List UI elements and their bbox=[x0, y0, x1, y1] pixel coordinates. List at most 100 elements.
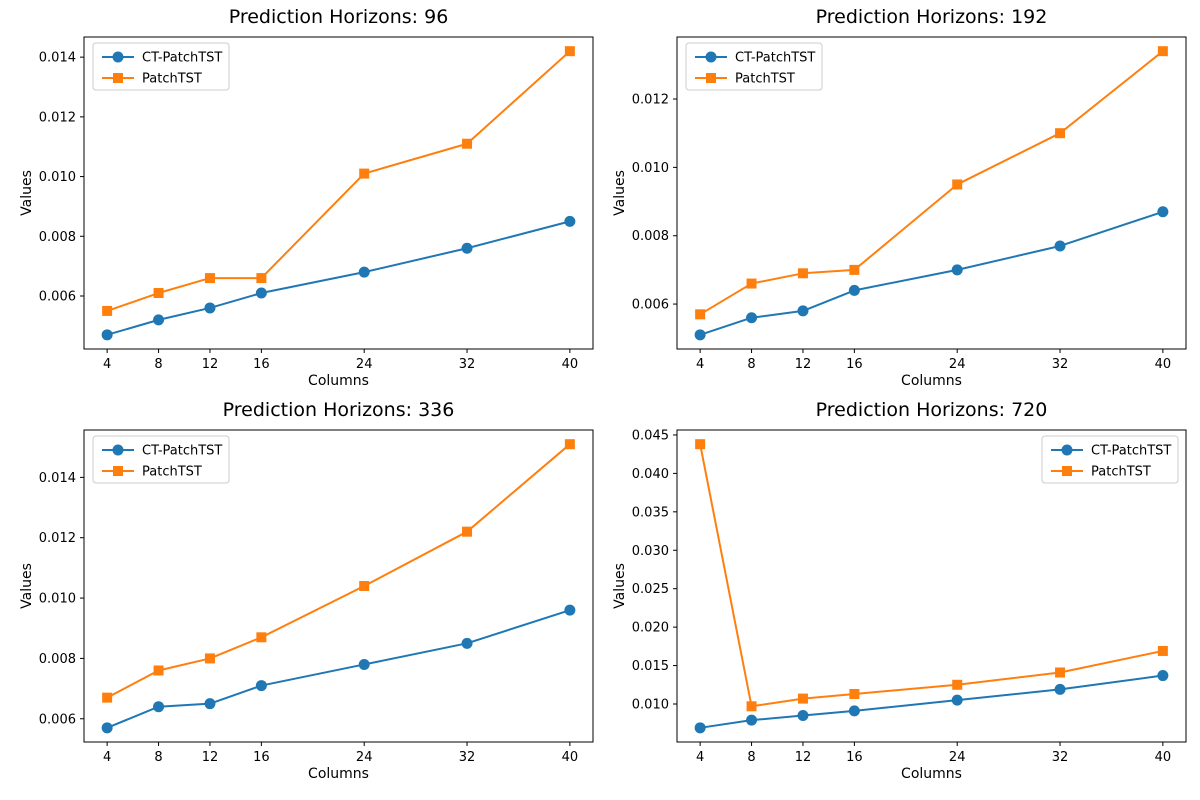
data-point-marker-ct-patchtst bbox=[101, 722, 113, 734]
y-tick-label: 0.012 bbox=[632, 93, 669, 108]
x-tick-label: 32 bbox=[459, 357, 476, 372]
data-point-marker-patchtst bbox=[849, 688, 860, 699]
x-tick-label: 24 bbox=[949, 357, 966, 372]
data-point-marker-patchtst bbox=[564, 439, 575, 450]
y-tick-label: 0.008 bbox=[632, 229, 669, 244]
x-tick-label: 40 bbox=[562, 750, 579, 765]
x-tick-label: 12 bbox=[795, 750, 812, 765]
x-tick-label: 8 bbox=[154, 750, 162, 765]
data-point-marker-ct-patchtst bbox=[461, 637, 473, 649]
x-tick-label: 4 bbox=[696, 357, 704, 372]
x-tick-label: 4 bbox=[696, 750, 704, 765]
data-point-marker-patchtst bbox=[1157, 645, 1168, 656]
x-tick-label: 8 bbox=[154, 357, 162, 372]
plot-spines bbox=[83, 36, 594, 350]
series-line-ct-patchtst bbox=[106, 220, 571, 336]
y-axis-label: Values bbox=[612, 170, 628, 216]
y-tick-label: 0.010 bbox=[39, 592, 76, 607]
y-tick-label: 0.008 bbox=[39, 652, 76, 667]
subplot-horizon-336: 0.006 0.008 0.010 0.012 0.014 4 8 12 16 24 32 40 CT-… bbox=[0, 399, 600, 800]
subplot-title: Prediction Horizons: 720 bbox=[815, 399, 1048, 421]
data-point-marker-patchtst bbox=[462, 138, 473, 149]
subplot-title: Prediction Horizons: 192 bbox=[815, 6, 1048, 28]
legend-entry-label: PatchTST bbox=[142, 72, 202, 87]
legend-square-marker-icon bbox=[706, 73, 716, 83]
x-tick-label: 40 bbox=[1155, 357, 1172, 372]
data-point-marker-patchtst bbox=[204, 653, 215, 664]
x-axis-label: Columns bbox=[308, 373, 369, 389]
y-tick-label: 0.006 bbox=[632, 298, 669, 313]
legend-entry-label: PatchTST bbox=[1091, 465, 1151, 480]
data-point-marker-patchtst bbox=[462, 526, 473, 537]
legend-entry-label: PatchTST bbox=[735, 72, 795, 87]
x-tick-label: 32 bbox=[1052, 357, 1069, 372]
subplot-horizon-720: 0.010 0.015 0.020 0.025 0.030 0.035 0.040 0.045… bbox=[600, 399, 1200, 800]
legend-square-marker-icon bbox=[1062, 466, 1072, 476]
data-point-marker-patchtst bbox=[359, 581, 370, 591]
data-point-marker-ct-patchtst bbox=[848, 705, 860, 717]
data-point-marker-ct-patchtst bbox=[358, 266, 370, 278]
series-line-ct-patchtst bbox=[699, 674, 1163, 729]
data-point-marker-ct-patchtst bbox=[204, 698, 216, 710]
y-tick-label: 0.012 bbox=[39, 110, 76, 125]
data-point-marker-ct-patchtst bbox=[255, 287, 267, 299]
data-point-marker-patchtst bbox=[849, 264, 860, 275]
plot-area-horizon-192: 0.006 0.008 0.010 0.012 4 8 12 16 24 32 40 CT-Patch… bbox=[632, 36, 1187, 372]
x-tick-label: 32 bbox=[459, 750, 476, 765]
x-axis-label: Columns bbox=[308, 766, 369, 782]
y-tick-label: 0.012 bbox=[39, 531, 76, 546]
x-tick-label: 12 bbox=[202, 750, 219, 765]
data-point-marker-ct-patchtst bbox=[204, 302, 216, 314]
data-point-marker-ct-patchtst bbox=[101, 329, 113, 341]
data-point-marker-patchtst bbox=[1157, 46, 1168, 57]
x-tick-label: 16 bbox=[253, 357, 270, 372]
y-tick-label: 0.035 bbox=[632, 505, 669, 520]
x-axis-label: Columns bbox=[901, 373, 962, 389]
data-point-marker-ct-patchtst bbox=[848, 284, 860, 296]
y-tick-label: 0.006 bbox=[39, 290, 76, 305]
data-point-marker-ct-patchtst bbox=[1054, 240, 1066, 252]
subplot-title: Prediction Horizons: 96 bbox=[228, 6, 449, 28]
legend-circle-marker-icon bbox=[1061, 444, 1073, 456]
data-point-marker-patchtst bbox=[153, 288, 164, 299]
y-tick-label: 0.014 bbox=[39, 51, 76, 66]
x-tick-label: 8 bbox=[747, 750, 755, 765]
y-axis-label: Values bbox=[19, 563, 35, 609]
legend-circle-marker-icon bbox=[112, 51, 124, 63]
x-tick-label: 12 bbox=[202, 357, 219, 372]
subplot-horizon-192: 0.006 0.008 0.010 0.012 4 8 12 16 24 32 40 CT-Patch… bbox=[600, 0, 1200, 400]
legend-square-marker-icon bbox=[113, 73, 123, 83]
data-point-marker-ct-patchtst bbox=[153, 314, 165, 326]
legend-circle-marker-icon bbox=[705, 51, 717, 63]
data-point-marker-patchtst bbox=[564, 46, 575, 57]
data-point-marker-ct-patchtst bbox=[358, 658, 370, 670]
x-tick-label: 24 bbox=[356, 750, 373, 765]
plot-spines bbox=[83, 429, 594, 743]
plot-spines bbox=[676, 429, 1187, 743]
legend-entry-label: CT-PatchTST bbox=[142, 444, 222, 459]
y-tick-label: 0.025 bbox=[632, 582, 669, 597]
x-tick-label: 16 bbox=[846, 750, 863, 765]
y-tick-label: 0.020 bbox=[632, 621, 669, 636]
x-tick-label: 24 bbox=[949, 750, 966, 765]
data-point-marker-patchtst bbox=[102, 305, 113, 316]
y-tick-label: 0.006 bbox=[39, 712, 76, 727]
y-tick-label: 0.045 bbox=[632, 428, 669, 443]
data-point-marker-ct-patchtst bbox=[564, 215, 576, 227]
series-line-ct-patchtst bbox=[106, 609, 571, 729]
plot-area-horizon-96: 0.006 0.008 0.010 0.012 0.014 4 8 12 16 24 32 40 CT-… bbox=[39, 36, 594, 372]
x-tick-label: 32 bbox=[1052, 750, 1069, 765]
y-tick-label: 0.008 bbox=[39, 230, 76, 245]
y-tick-label: 0.010 bbox=[39, 170, 76, 185]
data-point-marker-ct-patchtst bbox=[951, 264, 963, 276]
subplot-title: Prediction Horizons: 336 bbox=[222, 399, 455, 421]
x-tick-label: 40 bbox=[1155, 750, 1172, 765]
x-tick-label: 16 bbox=[846, 357, 863, 372]
x-tick-label: 4 bbox=[103, 750, 111, 765]
x-tick-label: 16 bbox=[253, 750, 270, 765]
data-point-marker-ct-patchtst bbox=[797, 710, 809, 722]
x-tick-label: 24 bbox=[356, 357, 373, 372]
data-point-marker-patchtst bbox=[952, 679, 963, 690]
data-point-marker-patchtst bbox=[256, 632, 267, 643]
data-point-marker-ct-patchtst bbox=[951, 694, 963, 706]
